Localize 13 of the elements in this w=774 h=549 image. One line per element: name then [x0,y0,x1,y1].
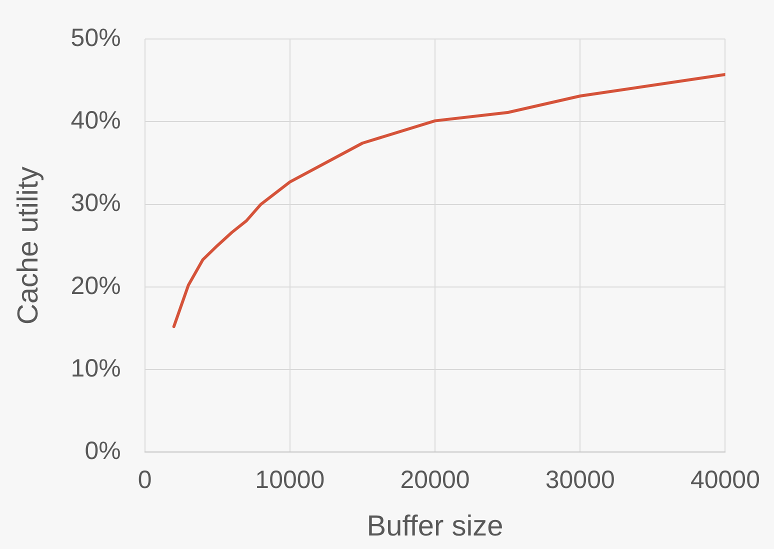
y-tick-label: 20% [70,272,121,300]
y-tick-label: 50% [70,24,121,52]
x-tick-label: 10000 [255,466,325,494]
x-axis-title: Buffer size [366,510,504,543]
y-axis-title: Cache utility [12,166,44,325]
x-tick-label: 40000 [690,466,760,494]
x-tick-label: 0 [138,466,152,494]
y-tick-label: 30% [70,189,121,218]
y-tick-label: 10% [70,354,121,382]
x-tick-label: 20000 [400,466,470,494]
y-tick-label: 40% [70,106,121,135]
x-tick-label: 30000 [545,466,615,494]
y-tick-label: 0% [84,437,121,466]
